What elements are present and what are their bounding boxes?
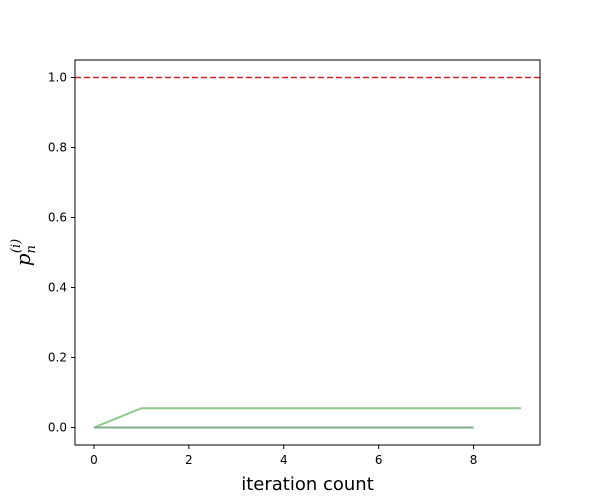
- x-tick-label: 8: [470, 453, 478, 467]
- x-axis-ticks: 0 2 4 6 8: [90, 445, 477, 467]
- y-tick-label: 1.0: [48, 71, 67, 85]
- y-tick-label: 0.0: [48, 421, 67, 435]
- y-axis-label: pn(i): [9, 239, 39, 267]
- series-line-1: [93, 407, 522, 429]
- y-axis-ticks: 0.0 0.2 0.4 0.6 0.8 1.0: [48, 71, 75, 435]
- x-axis-label: iteration count: [241, 474, 374, 495]
- x-tick-label: 2: [185, 453, 193, 467]
- y-tick-label: 0.2: [48, 351, 67, 365]
- series-layer: [93, 407, 522, 429]
- y-axis-label-sup: (i): [9, 239, 24, 253]
- y-tick-label: 0.6: [48, 211, 67, 225]
- x-tick-label: 6: [375, 453, 383, 467]
- x-tick-label: 0: [90, 453, 98, 467]
- y-axis-label-sub: n: [24, 245, 39, 253]
- y-tick-label: 0.4: [48, 281, 67, 295]
- y-axis-label-base: p: [11, 253, 35, 266]
- y-tick-label: 0.8: [48, 141, 67, 155]
- plot-frame: [74, 59, 541, 446]
- x-tick-label: 4: [280, 453, 288, 467]
